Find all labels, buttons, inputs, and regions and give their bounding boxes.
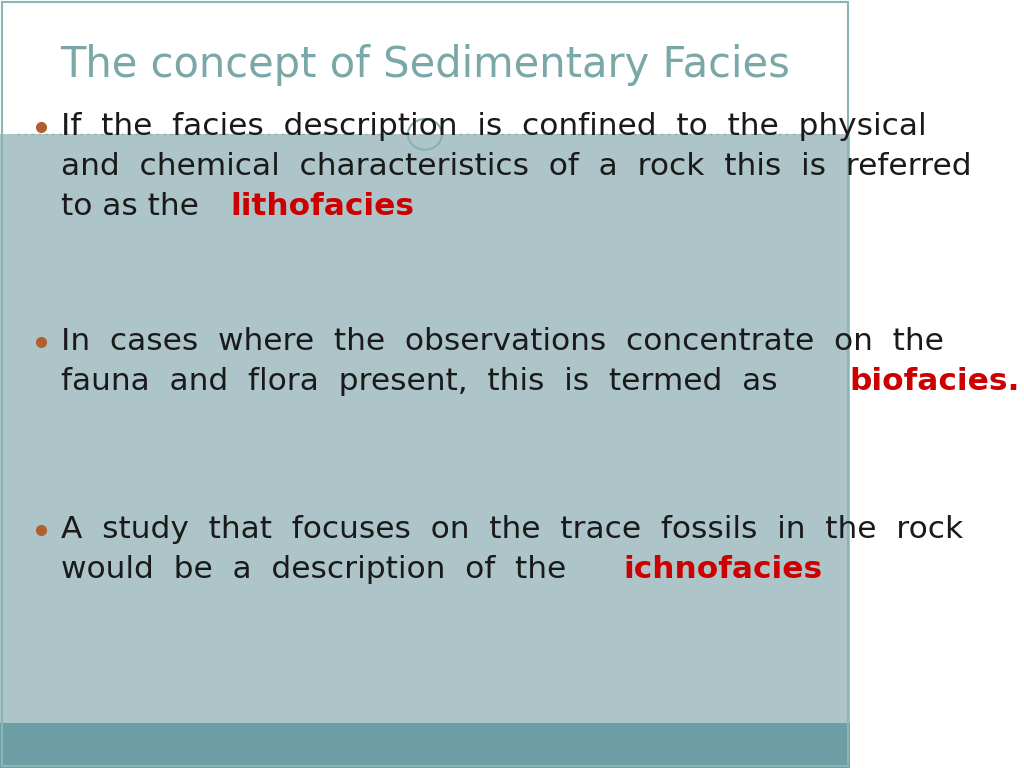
Text: fauna  and  flora  present,  this  is  termed  as: fauna and flora present, this is termed …	[61, 367, 798, 396]
Text: to as the: to as the	[61, 192, 219, 221]
Text: would  be  a  description  of  the: would be a description of the	[61, 555, 586, 584]
FancyBboxPatch shape	[0, 0, 850, 134]
Text: lithofacies: lithofacies	[230, 192, 414, 221]
Text: The concept of Sedimentary Facies: The concept of Sedimentary Facies	[60, 44, 790, 85]
FancyBboxPatch shape	[0, 723, 850, 768]
Text: biofacies.: biofacies.	[850, 367, 1020, 396]
Text: In  cases  where  the  observations  concentrate  on  the: In cases where the observations concentr…	[61, 327, 944, 356]
Text: ichnofacies: ichnofacies	[624, 555, 822, 584]
Text: If  the  facies  description  is  confined  to  the  physical: If the facies description is confined to…	[61, 112, 927, 141]
FancyBboxPatch shape	[0, 134, 850, 723]
Text: and  chemical  characteristics  of  a  rock  this  is  referred: and chemical characteristics of a rock t…	[61, 152, 972, 181]
Text: A  study  that  focuses  on  the  trace  fossils  in  the  rock: A study that focuses on the trace fossil…	[61, 515, 964, 545]
